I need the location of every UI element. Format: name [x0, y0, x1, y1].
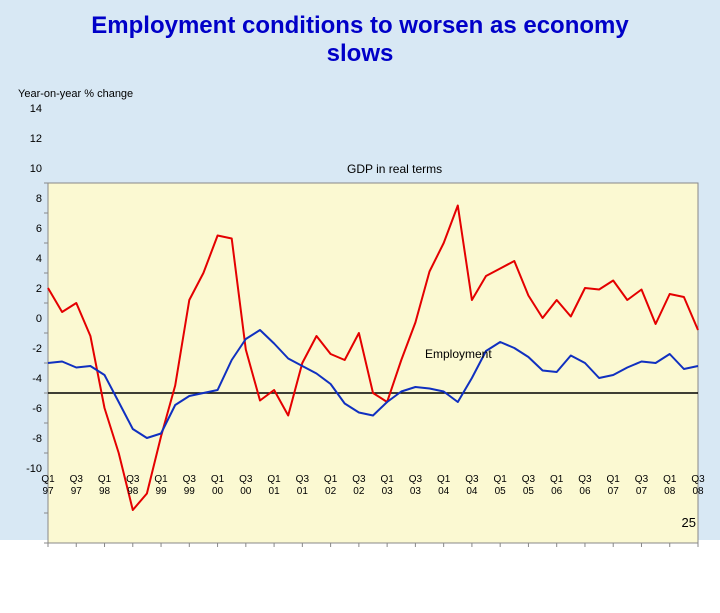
xtick-label: Q305	[516, 474, 540, 497]
ytick-label: -6	[14, 403, 42, 415]
ytick-label: 4	[14, 253, 42, 265]
xtick-label: Q304	[460, 474, 484, 497]
page-number: 25	[682, 515, 696, 530]
ytick-label: 14	[14, 103, 42, 115]
ytick-label: 12	[14, 133, 42, 145]
xtick-label: Q103	[375, 474, 399, 497]
xtick-label: Q106	[545, 474, 569, 497]
xtick-label: Q107	[601, 474, 625, 497]
xtick-label: Q307	[629, 474, 653, 497]
xtick-label: Q300	[234, 474, 258, 497]
xtick-label: Q197	[36, 474, 60, 497]
chart-annotation: Employment	[425, 347, 492, 361]
xtick-label: Q308	[686, 474, 710, 497]
ytick-label: 8	[14, 193, 42, 205]
xtick-label: Q398	[121, 474, 145, 497]
xtick-label: Q306	[573, 474, 597, 497]
xtick-label: Q199	[149, 474, 173, 497]
xtick-label: Q101	[262, 474, 286, 497]
ytick-label: -8	[14, 433, 42, 445]
ytick-label: 2	[14, 283, 42, 295]
xtick-label: Q301	[290, 474, 314, 497]
ytick-label: 6	[14, 223, 42, 235]
line-chart-svg	[0, 73, 720, 613]
xtick-label: Q108	[658, 474, 682, 497]
ytick-label: -4	[14, 373, 42, 385]
slide-title: Employment conditions to worsen as econo…	[0, 0, 720, 73]
xtick-label: Q399	[177, 474, 201, 497]
xtick-label: Q302	[347, 474, 371, 497]
ytick-label: 10	[14, 163, 42, 175]
xtick-label: Q397	[64, 474, 88, 497]
xtick-label: Q102	[319, 474, 343, 497]
ytick-label: -2	[14, 343, 42, 355]
xtick-label: Q198	[93, 474, 117, 497]
xtick-label: Q303	[403, 474, 427, 497]
ytick-label: 0	[14, 313, 42, 325]
xtick-label: Q100	[206, 474, 230, 497]
xtick-label: Q105	[488, 474, 512, 497]
xtick-label: Q104	[432, 474, 456, 497]
slide-root: Employment conditions to worsen as econo…	[0, 0, 720, 540]
chart-annotation: GDP in real terms	[347, 162, 442, 176]
